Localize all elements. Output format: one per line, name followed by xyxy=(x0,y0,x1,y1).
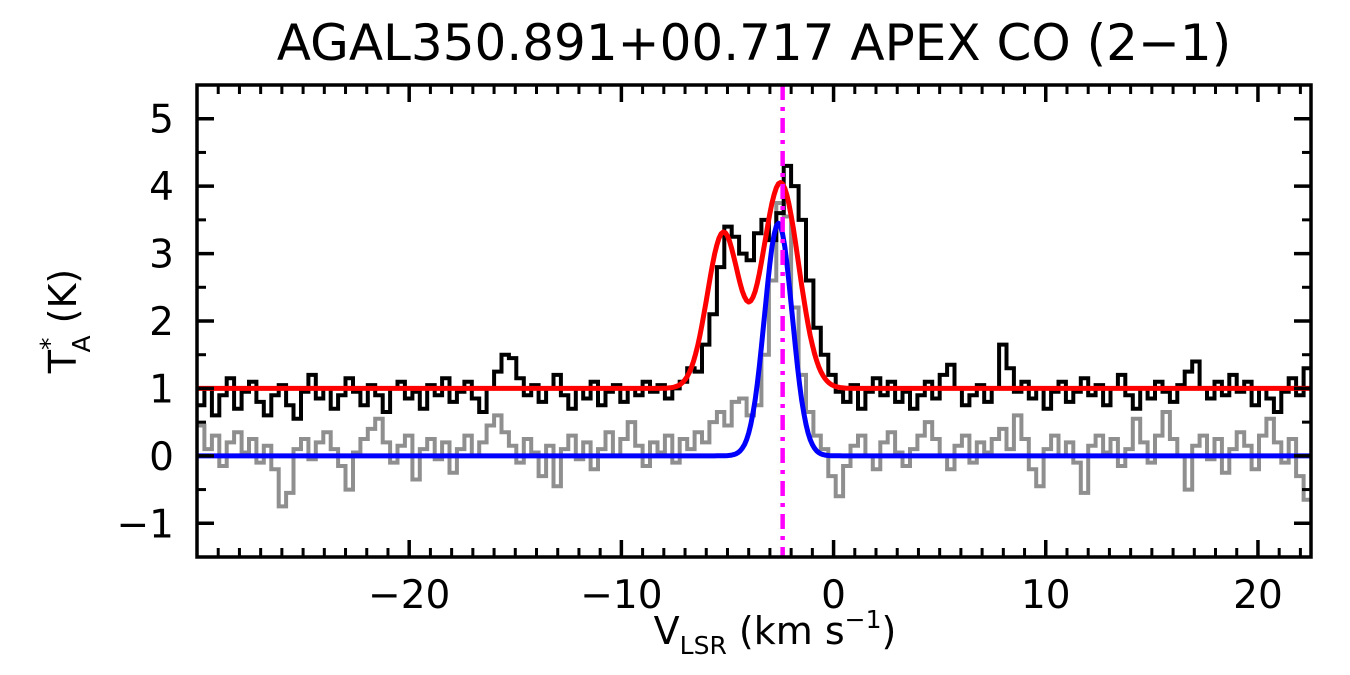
y-tick-label: −1 xyxy=(117,502,175,547)
x-tick-label: −10 xyxy=(580,573,662,618)
y-tick-label: 5 xyxy=(149,98,174,143)
x-tick-label: 0 xyxy=(821,573,846,618)
y-tick-label: 0 xyxy=(149,435,174,480)
y-tick-label: 3 xyxy=(149,233,174,278)
x-tick-label: 10 xyxy=(1021,573,1071,618)
y-tick-label: 2 xyxy=(149,300,174,345)
plot-area xyxy=(197,85,1311,557)
x-tick-label: −20 xyxy=(368,573,450,618)
x-tick-label: 20 xyxy=(1233,573,1283,618)
chart-title: AGAL350.891+00.717 APEX CO (2−1) xyxy=(277,14,1231,72)
x-axis-label: VLSR (km s−1) xyxy=(654,605,897,660)
co21-gaussian-fit-curve xyxy=(197,180,1311,391)
axes-frame xyxy=(195,83,1313,559)
plot-frame xyxy=(195,83,1313,559)
y-tick-label: 4 xyxy=(149,165,174,210)
reference-gaussian-fit-curve xyxy=(197,220,1311,459)
co21-observed-offset-histogram xyxy=(197,163,1311,421)
y-tick-label: 1 xyxy=(149,367,174,412)
y-axis-label: T* A (K) xyxy=(35,269,96,374)
